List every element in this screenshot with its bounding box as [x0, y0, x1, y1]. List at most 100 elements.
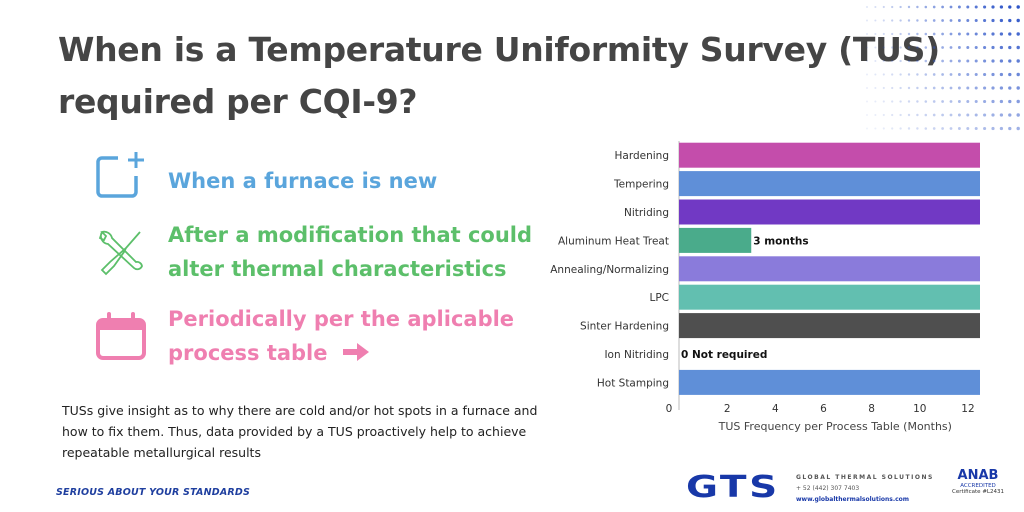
decor-dot: [907, 127, 911, 130]
company-website[interactable]: www.globalthermalsolutions.com: [796, 496, 910, 503]
decor-dot: [874, 5, 877, 9]
decor-dot: [949, 86, 953, 90]
item-modification: After a modification that could alter th…: [168, 218, 532, 286]
new-square-plus-icon: [96, 152, 144, 198]
decor-dot: [907, 46, 911, 49]
decor-dot: [899, 32, 902, 36]
decor-dot: [966, 59, 970, 63]
decor-dot: [924, 32, 928, 36]
description-paragraph: TUSs give insight as to why there are co…: [62, 403, 538, 460]
category-label: Tempering: [613, 179, 669, 191]
decor-dot: [999, 45, 1004, 50]
wrench-screwdriver-icon: [98, 230, 143, 276]
decor-dot: [891, 100, 894, 103]
category-label: Annealing/Normalizing: [550, 264, 669, 276]
decor-dot: [932, 86, 936, 90]
dot-pattern-decoration: [866, 5, 1020, 131]
decor-dot: [924, 100, 928, 103]
decor-dot: [1008, 32, 1012, 36]
decor-dot: [1008, 5, 1012, 9]
decor-dot: [999, 126, 1004, 131]
decor-dot: [874, 127, 877, 130]
decor-dot: [966, 127, 970, 130]
decor-dot: [991, 72, 995, 77]
decor-dot: [974, 86, 978, 90]
bar: [679, 171, 980, 197]
decor-dot: [891, 5, 894, 9]
decor-dot: [966, 73, 970, 76]
decor-dot: [899, 5, 902, 9]
decor-dot: [983, 113, 987, 117]
decor-dot: [924, 19, 928, 22]
arrow-right-icon: [342, 343, 369, 361]
decor-dot: [899, 113, 902, 117]
decor-dot: [941, 59, 944, 63]
decor-dot: [1016, 32, 1020, 36]
decor-dot: [916, 127, 919, 130]
decor-dot: [966, 86, 970, 90]
decor-dot: [983, 99, 987, 104]
decor-dot: [999, 99, 1004, 104]
decor-dot: [899, 127, 902, 130]
bar: [679, 313, 980, 339]
decor-dot: [974, 32, 978, 36]
decor-dot: [949, 59, 953, 63]
company-info: GLOBAL THERMAL SOLUTIONS + 52 (442) 307 …: [796, 472, 934, 505]
decor-dot: [916, 32, 919, 36]
decor-dot: [907, 19, 911, 22]
anab-logo: ANAB ACCREDITED Certificate #L2431: [952, 468, 1004, 495]
decor-dot: [966, 32, 970, 36]
item-new-furnace: When a furnace is new: [168, 164, 437, 198]
category-label: LPC: [649, 292, 669, 304]
x-tick-label: 2: [724, 403, 731, 415]
decor-dot: [891, 46, 894, 49]
decor-dot: [1008, 18, 1012, 23]
title-line-1: When is a Temperature Uniformity Survey …: [58, 30, 940, 69]
title-line-2: required per CQI-9?: [58, 82, 418, 121]
bar: [679, 284, 980, 310]
decor-dot: [874, 19, 877, 22]
item-text: alter thermal characteristics: [168, 257, 507, 281]
bar: [679, 142, 980, 168]
decor-dot: [974, 126, 978, 131]
decor-dot: [957, 32, 961, 36]
decor-dot: [1008, 126, 1012, 131]
category-label: Hardening: [615, 150, 669, 162]
anab-sub: ACCREDITED: [960, 483, 996, 489]
data-label: 0 Not required: [681, 349, 767, 361]
decor-dot: [991, 86, 995, 90]
decor-dot: [949, 32, 953, 36]
decor-dot: [957, 46, 961, 49]
decor-dot: [974, 5, 978, 9]
decor-dot: [949, 19, 953, 22]
company-phone: + 52 (442) 307 7403: [796, 485, 860, 492]
decor-dot: [983, 126, 987, 131]
decor-dot: [932, 59, 936, 63]
decor-dot: [999, 18, 1004, 23]
x-tick-label: 4: [772, 403, 779, 415]
decor-dot: [949, 100, 953, 103]
decor-dot: [1016, 72, 1020, 77]
decor-dot: [949, 127, 953, 130]
decor-dot: [866, 73, 868, 76]
decor-dot: [891, 127, 894, 130]
decor-dot: [941, 46, 944, 49]
decor-dot: [899, 86, 902, 90]
decor-dot: [983, 59, 987, 63]
x-tick-label: 12: [961, 403, 974, 415]
decor-dot: [957, 127, 961, 130]
decor-dot: [957, 5, 961, 9]
decor-dot: [966, 5, 970, 9]
decor-dot: [924, 5, 928, 9]
decor-dot: [941, 32, 944, 36]
decor-dot: [999, 72, 1004, 77]
decor-dot: [1016, 99, 1020, 104]
decor-dot: [899, 73, 902, 76]
decor-dot: [999, 59, 1004, 63]
decor-dot: [974, 18, 978, 23]
decor-dot: [941, 127, 944, 130]
decor-dot: [874, 86, 877, 90]
decor-dot: [957, 86, 961, 90]
anab-cert: Certificate #L2431: [952, 489, 1004, 495]
